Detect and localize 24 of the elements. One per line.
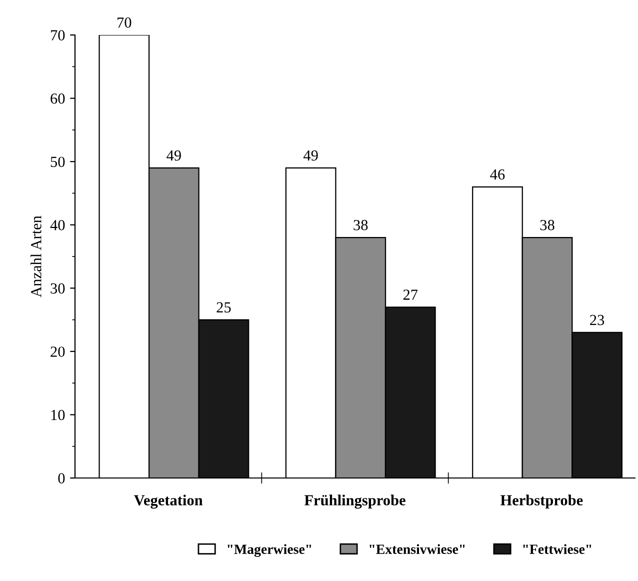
data-label: 23	[590, 314, 604, 326]
data-label: 25	[216, 302, 231, 313]
y-axis-title: Anzahl Arten	[30, 216, 42, 298]
data-label: 38	[354, 220, 368, 230]
y-tick-label: 50	[50, 156, 65, 168]
legend-label: "Magerwiese"	[228, 544, 312, 557]
data-label: 46	[490, 169, 505, 180]
legend-label: "Fettwiese"	[523, 544, 592, 554]
y-tick-label: 10	[51, 410, 65, 420]
y-tick-label: 60	[50, 93, 65, 104]
data-label: 49	[166, 150, 181, 161]
y-tick-label: 30	[50, 283, 65, 294]
y-tick-label: 20	[50, 346, 65, 357]
y-tick-label: 0	[58, 473, 65, 484]
data-label: 70	[118, 17, 132, 28]
data-label: 27	[403, 290, 418, 300]
x-tick-label: Frühlingsprobe	[304, 494, 406, 509]
y-tick-label: 70	[51, 30, 65, 40]
data-label: 38	[540, 220, 554, 230]
data-label: 49	[303, 150, 318, 161]
y-tick-label: 40	[50, 220, 65, 230]
legend-label: "Extensivwiese"	[370, 544, 465, 554]
x-tick-label: Herbstprobe	[500, 494, 583, 509]
x-tick-label: Vegetation	[134, 494, 203, 509]
